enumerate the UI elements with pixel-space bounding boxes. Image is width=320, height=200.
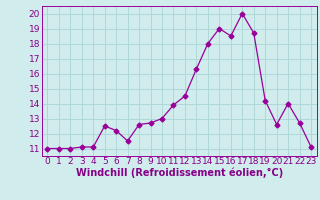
X-axis label: Windchill (Refroidissement éolien,°C): Windchill (Refroidissement éolien,°C) bbox=[76, 168, 283, 178]
